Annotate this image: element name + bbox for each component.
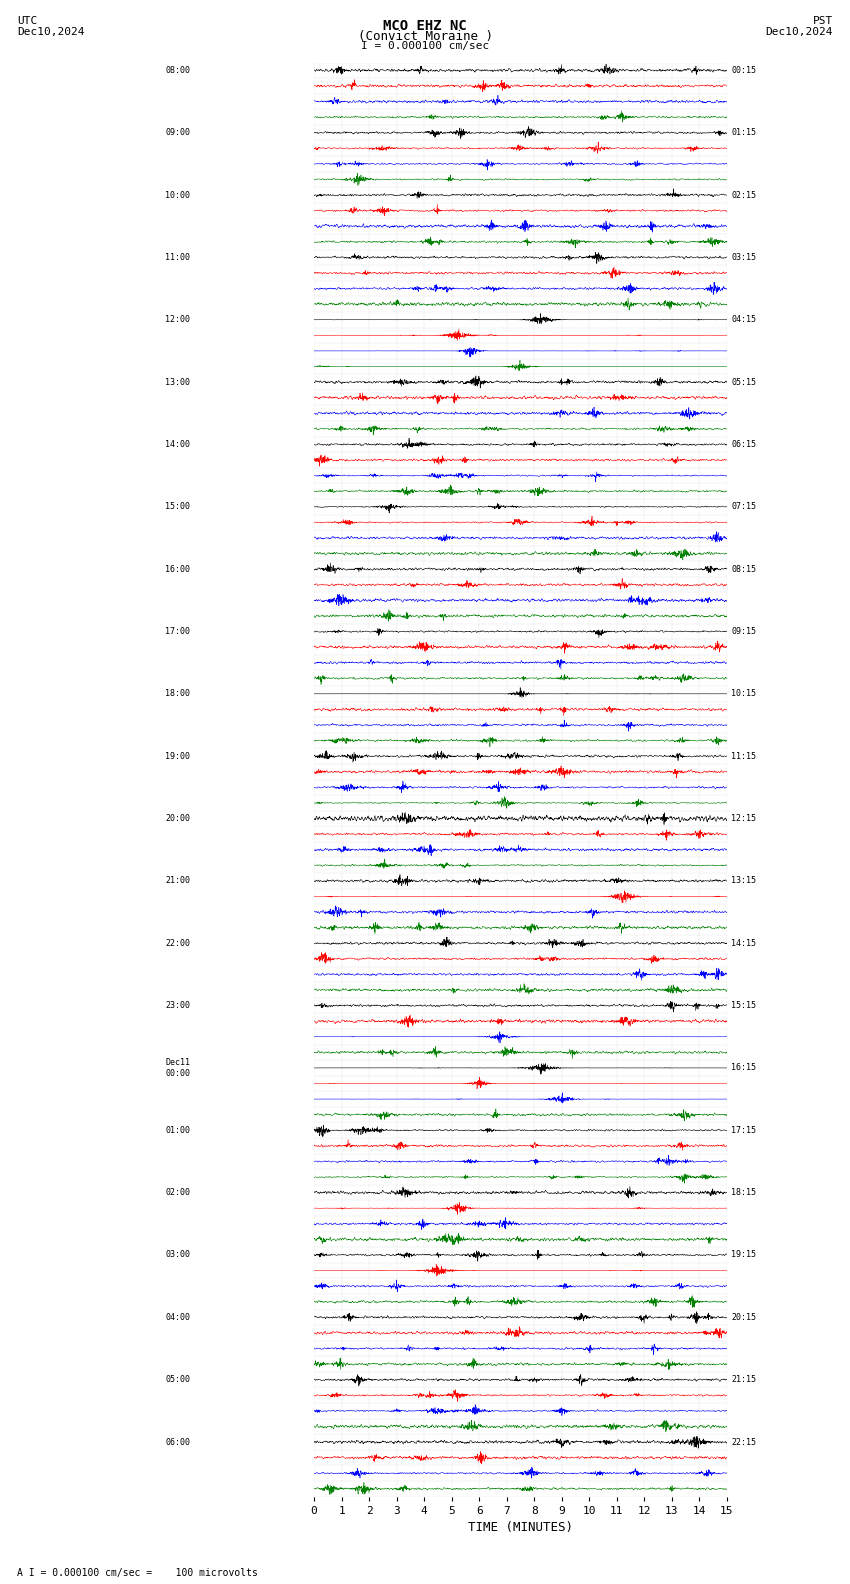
Text: (Convict Moraine ): (Convict Moraine ) [358,30,492,43]
Text: 10:15: 10:15 [731,689,756,699]
Text: 11:15: 11:15 [731,752,756,760]
Text: 17:00: 17:00 [165,627,190,635]
Text: I = 0.000100 cm/sec: I = 0.000100 cm/sec [361,41,489,51]
Text: 12:15: 12:15 [731,814,756,824]
Text: MCO EHZ NC: MCO EHZ NC [383,19,467,33]
Text: 01:15: 01:15 [731,128,756,138]
Text: 04:15: 04:15 [731,315,756,325]
Text: 11:00: 11:00 [165,253,190,261]
Text: UTC: UTC [17,16,37,25]
Text: 21:15: 21:15 [731,1375,756,1384]
Text: 14:15: 14:15 [731,939,756,947]
Text: 10:00: 10:00 [165,190,190,200]
Text: 06:15: 06:15 [731,440,756,448]
Text: 05:15: 05:15 [731,377,756,386]
Text: 22:15: 22:15 [731,1438,756,1446]
Text: 05:00: 05:00 [165,1375,190,1384]
Text: Dec11
00:00: Dec11 00:00 [165,1058,190,1077]
Text: 06:00: 06:00 [165,1438,190,1446]
Text: 21:00: 21:00 [165,876,190,885]
Text: 17:15: 17:15 [731,1126,756,1134]
Text: 18:15: 18:15 [731,1188,756,1198]
X-axis label: TIME (MINUTES): TIME (MINUTES) [468,1521,573,1535]
Text: Dec10,2024: Dec10,2024 [17,27,84,36]
Text: 03:15: 03:15 [731,253,756,261]
Text: 01:00: 01:00 [165,1126,190,1134]
Text: 20:00: 20:00 [165,814,190,824]
Text: 18:00: 18:00 [165,689,190,699]
Text: 07:15: 07:15 [731,502,756,512]
Text: 23:00: 23:00 [165,1001,190,1011]
Text: 00:15: 00:15 [731,67,756,74]
Text: 19:00: 19:00 [165,752,190,760]
Text: Dec10,2024: Dec10,2024 [766,27,833,36]
Text: 09:15: 09:15 [731,627,756,635]
Text: A I = 0.000100 cm/sec =    100 microvolts: A I = 0.000100 cm/sec = 100 microvolts [17,1568,258,1578]
Text: 09:00: 09:00 [165,128,190,138]
Text: PST: PST [813,16,833,25]
Text: 12:00: 12:00 [165,315,190,325]
Text: 16:15: 16:15 [731,1063,756,1072]
Text: 15:00: 15:00 [165,502,190,512]
Text: 13:15: 13:15 [731,876,756,885]
Text: 14:00: 14:00 [165,440,190,448]
Text: 08:00: 08:00 [165,67,190,74]
Text: 08:15: 08:15 [731,564,756,573]
Text: 13:00: 13:00 [165,377,190,386]
Text: 04:00: 04:00 [165,1313,190,1321]
Text: 16:00: 16:00 [165,564,190,573]
Text: 19:15: 19:15 [731,1250,756,1259]
Text: 22:00: 22:00 [165,939,190,947]
Text: 02:00: 02:00 [165,1188,190,1198]
Text: 15:15: 15:15 [731,1001,756,1011]
Text: 02:15: 02:15 [731,190,756,200]
Text: 20:15: 20:15 [731,1313,756,1321]
Text: 03:00: 03:00 [165,1250,190,1259]
